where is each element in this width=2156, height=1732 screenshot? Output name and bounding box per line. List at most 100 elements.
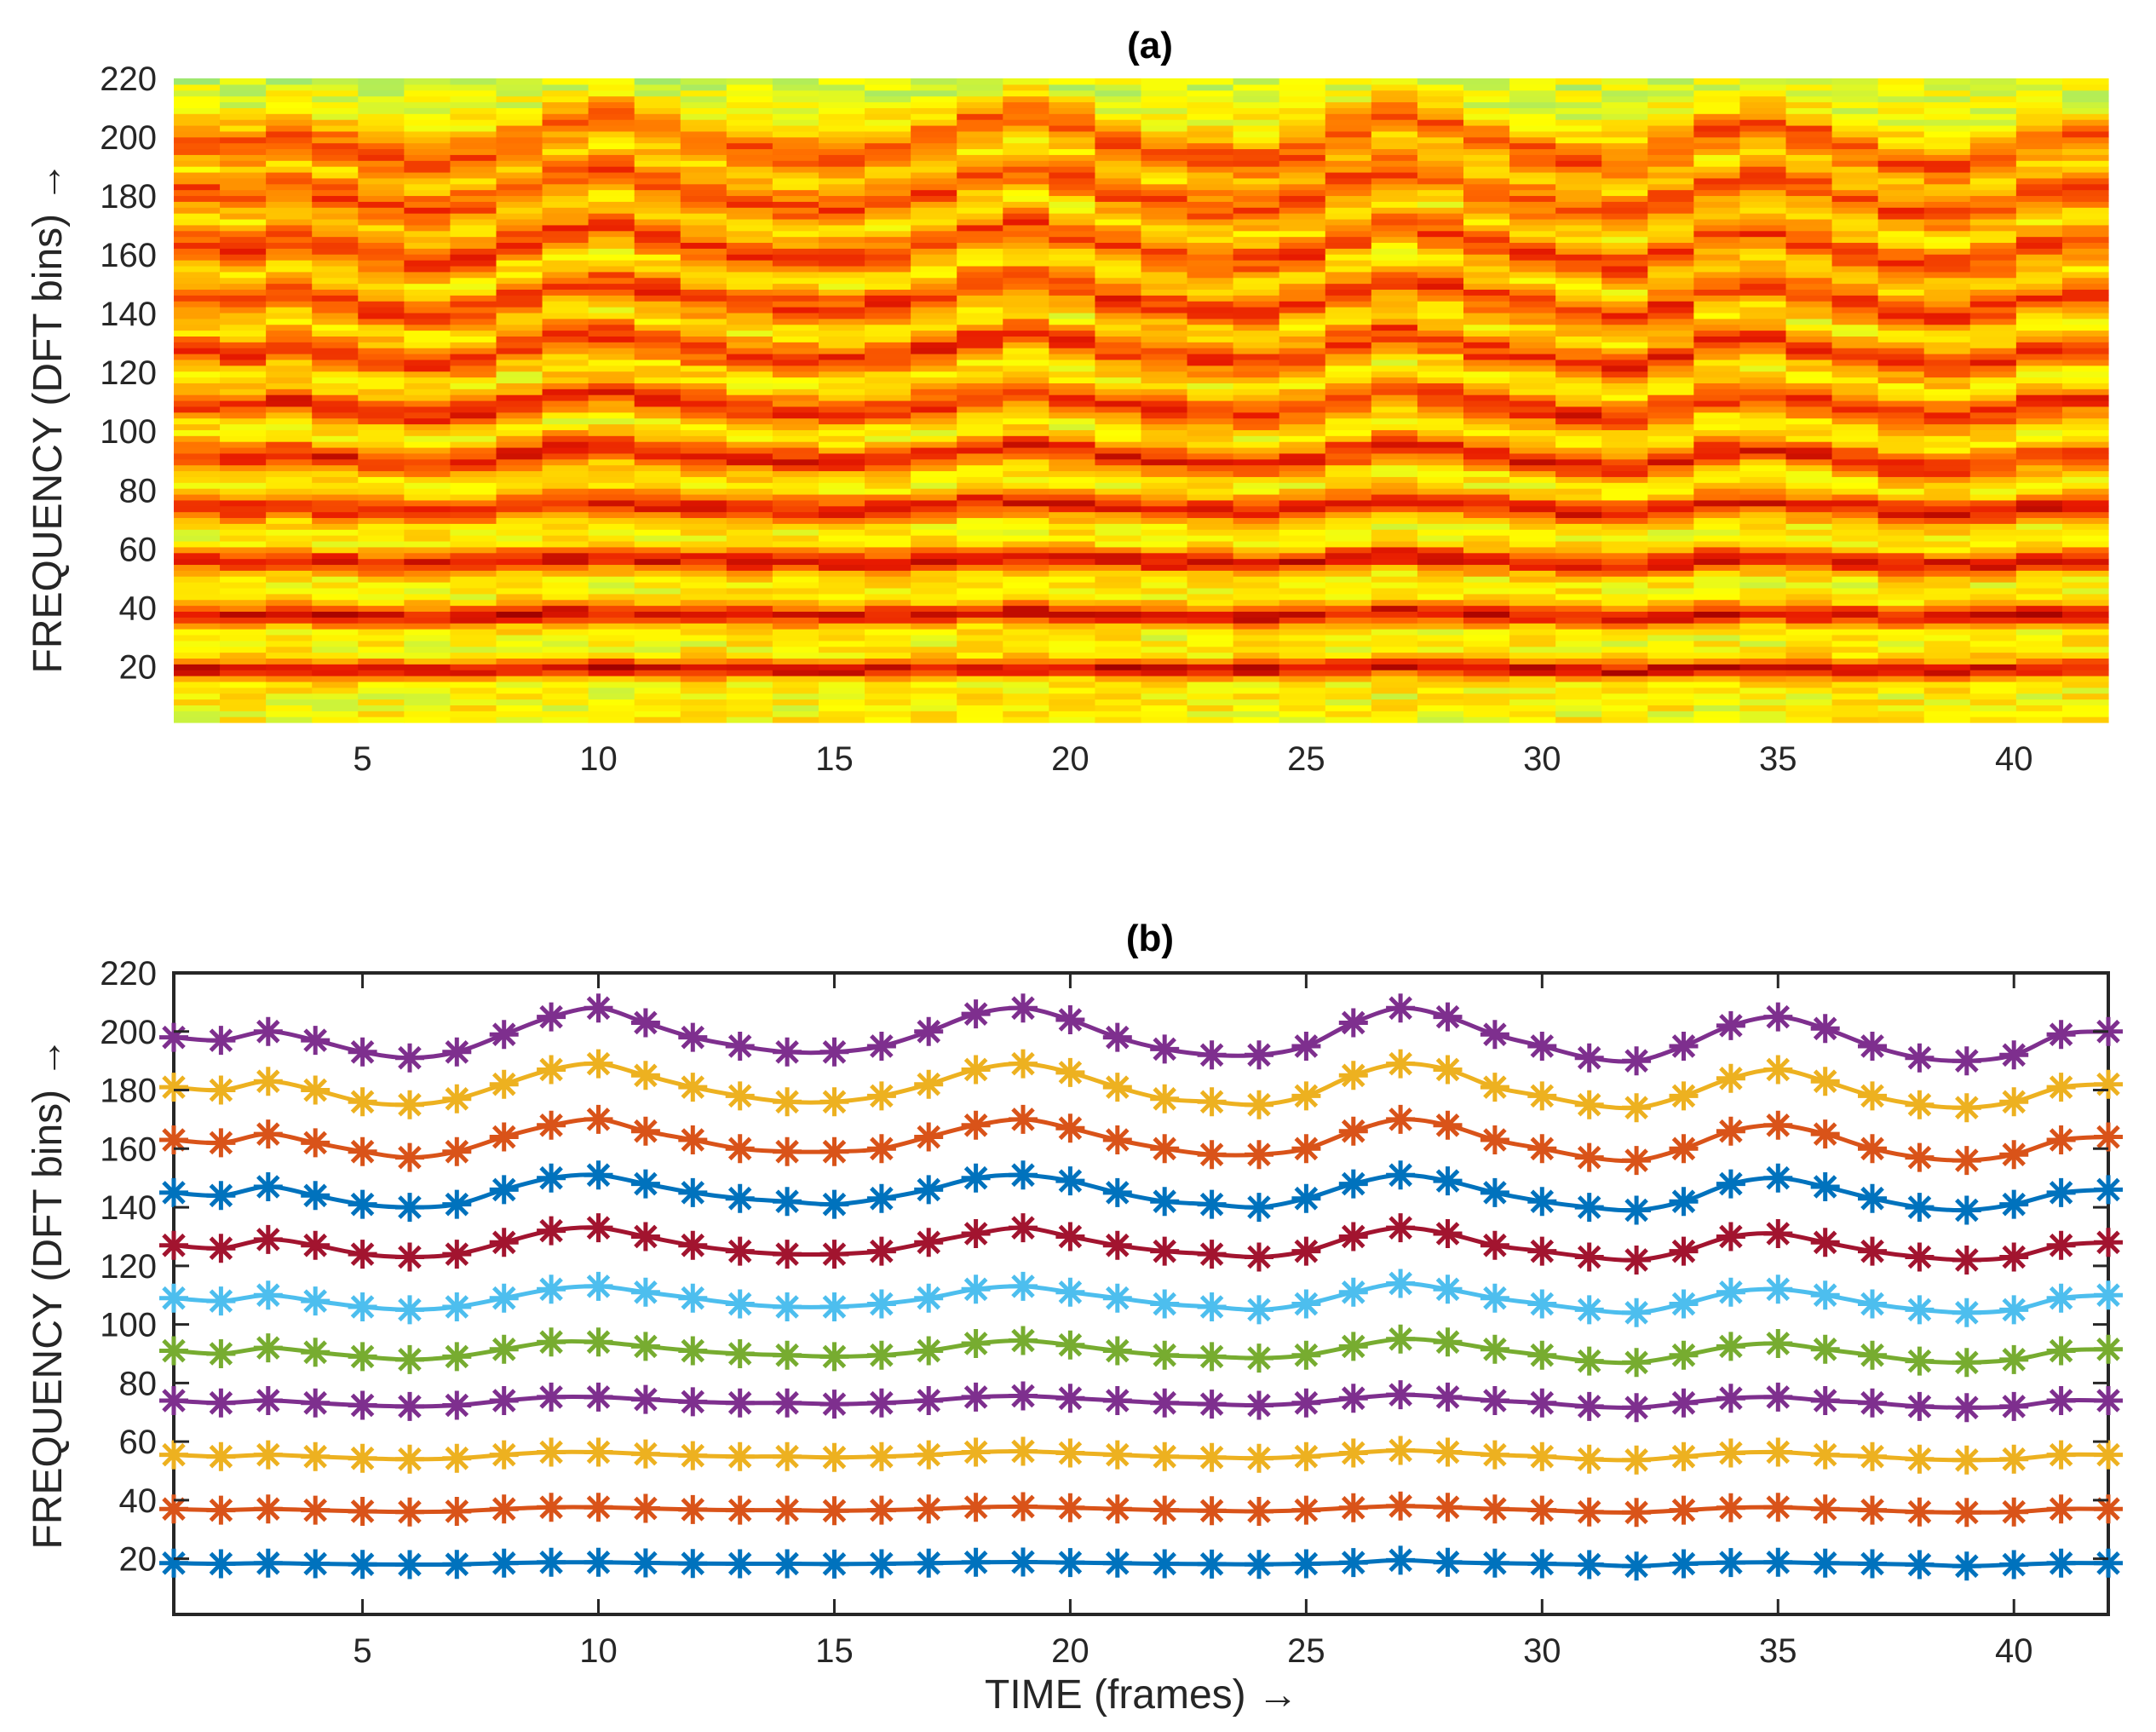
- heatmap-cell: [542, 423, 589, 430]
- heatmap-cell: [1555, 705, 1602, 711]
- heatmap-cell: [2061, 283, 2109, 291]
- data-point-marker: [206, 1549, 236, 1579]
- heatmap-cell: [634, 312, 681, 319]
- heatmap-cell: [2015, 78, 2063, 85]
- heatmap-cell: [1785, 330, 1833, 337]
- heatmap-cell: [865, 676, 911, 682]
- heatmap-cell: [1739, 148, 1787, 155]
- heatmap-cell: [1141, 101, 1188, 108]
- heatmap-cell: [588, 470, 635, 477]
- heatmap-cell: [680, 681, 727, 688]
- heatmap-cell: [358, 676, 405, 682]
- heatmap-cell: [1325, 348, 1372, 354]
- heatmap-cell: [1831, 218, 1879, 226]
- heatmap-cell: [680, 148, 727, 155]
- heatmap-cell: [220, 295, 267, 302]
- heatmap-cell: [1049, 359, 1096, 366]
- heatmap-cell: [1923, 359, 1971, 366]
- heatmap-cell: [680, 388, 727, 395]
- heatmap-cell: [1877, 552, 1925, 560]
- heatmap-cell: [1279, 260, 1326, 267]
- heatmap-cell: [1187, 458, 1234, 466]
- heatmap-cell: [1233, 289, 1280, 296]
- data-point-marker: [301, 1495, 331, 1525]
- heatmap-cell: [1095, 593, 1142, 601]
- heatmap-cell: [1371, 435, 1418, 442]
- heatmap-cell: [1371, 383, 1418, 389]
- heatmap-cell: [1003, 213, 1049, 220]
- heatmap-cell: [1187, 342, 1234, 348]
- heatmap-cell: [1049, 493, 1096, 501]
- heatmap-cell: [726, 593, 773, 601]
- heatmap-cell: [2015, 523, 2063, 530]
- heatmap-cell: [1601, 365, 1648, 372]
- heatmap-cell: [404, 154, 451, 161]
- heatmap-cell: [1417, 582, 1464, 589]
- heatmap-cell: [1417, 564, 1464, 571]
- heatmap-cell: [1325, 295, 1372, 302]
- heatmap-cell: [496, 154, 543, 161]
- heatmap-cell: [220, 693, 267, 700]
- heatmap-cell: [1877, 681, 1925, 688]
- heatmap-cell: [1785, 154, 1833, 161]
- heatmap-cell: [634, 499, 681, 507]
- heatmap-cell: [911, 201, 957, 208]
- heatmap-cell: [1325, 705, 1372, 711]
- heatmap-cell: [1371, 177, 1418, 185]
- heatmap-cell: [1325, 371, 1372, 378]
- heatmap-cell: [865, 113, 911, 120]
- heatmap-cell: [911, 558, 957, 566]
- heatmap-cell: [1417, 383, 1464, 389]
- data-point-marker: [442, 1292, 472, 1321]
- heatmap-cell: [1647, 283, 1694, 291]
- heatmap-cell: [1371, 195, 1418, 202]
- heatmap-cell: [911, 130, 957, 138]
- heatmap-cell: [1187, 136, 1234, 144]
- heatmap-cell: [1371, 458, 1418, 466]
- heatmap-cell: [865, 681, 911, 688]
- heatmap-cell: [911, 593, 957, 601]
- heatmap-cell: [1785, 336, 1833, 342]
- heatmap-cell: [1417, 558, 1464, 566]
- heatmap-cell: [1877, 676, 1925, 682]
- heatmap-cell: [726, 394, 773, 401]
- heatmap-cell: [496, 324, 543, 331]
- data-point-marker: [1622, 1445, 1652, 1475]
- heatmap-cell: [2015, 446, 2063, 454]
- heatmap-cell: [496, 476, 543, 483]
- heatmap-cell: [450, 171, 497, 179]
- heatmap-cell: [1371, 640, 1418, 647]
- data-point-marker: [1291, 1441, 1321, 1471]
- heatmap-cell: [1877, 359, 1925, 366]
- heatmap-cell: [1969, 417, 2017, 425]
- data-point-marker: [630, 1439, 660, 1469]
- heatmap-cell: [957, 289, 1003, 296]
- heatmap-cell: [1509, 312, 1556, 319]
- heatmap-cell: [1509, 493, 1556, 501]
- heatmap-cell: [1463, 136, 1510, 144]
- data-point-marker: [1669, 1388, 1699, 1418]
- heatmap-cell: [1831, 400, 1879, 407]
- heatmap-cell: [2015, 605, 2063, 613]
- heatmap-cell: [1463, 95, 1510, 103]
- heatmap-cell: [1877, 693, 1925, 700]
- heatmap-cell: [588, 354, 635, 360]
- heatmap-cell: [1371, 529, 1418, 536]
- heatmap-cell: [1463, 83, 1510, 91]
- heatmap-cell: [496, 705, 543, 711]
- heatmap-cell: [1325, 699, 1372, 705]
- heatmap-cell: [634, 476, 681, 483]
- heatmap-cell: [1739, 646, 1787, 653]
- heatmap-cell: [1049, 354, 1096, 360]
- heatmap-cell: [1923, 593, 1971, 601]
- heatmap-cell: [1371, 89, 1418, 97]
- heatmap-cell: [542, 230, 589, 238]
- heatmap-cell: [2015, 576, 2063, 583]
- heatmap-cell: [865, 599, 911, 607]
- heatmap-cell: [1049, 277, 1096, 285]
- heatmap-cell: [1095, 160, 1142, 167]
- heatmap-cell: [1049, 201, 1096, 208]
- heatmap-cell: [1233, 523, 1280, 530]
- heatmap-cell: [1969, 171, 2017, 179]
- heatmap-cell: [1187, 552, 1234, 560]
